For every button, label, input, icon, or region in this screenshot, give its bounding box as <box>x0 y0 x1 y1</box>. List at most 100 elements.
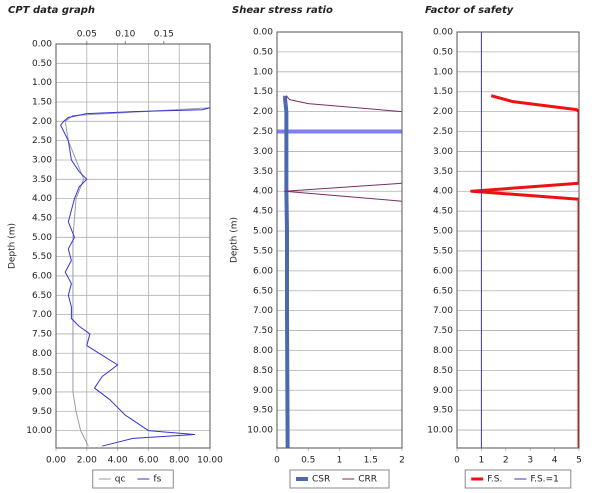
y-tick-label: 7.00 <box>433 306 453 316</box>
y-tick-label: 2.50 <box>253 127 273 137</box>
y-tick-label: 3.50 <box>32 175 52 185</box>
y-tick-label: 6.00 <box>433 266 453 276</box>
x2-tick-label: 0.10 <box>115 30 135 40</box>
series-line <box>283 95 290 448</box>
y-tick-label: 4.00 <box>253 187 273 197</box>
x-tick-label: 2.00 <box>77 456 97 466</box>
y-tick-label: 8.00 <box>433 346 453 356</box>
y-tick-label: 0.00 <box>253 28 273 38</box>
y-tick-label: 8.00 <box>32 349 52 359</box>
y-tick-label: 9.50 <box>32 407 52 417</box>
y-tick-label: 8.50 <box>253 366 273 376</box>
y-tick-label: 3.50 <box>433 167 453 177</box>
y-tick-label: 2.00 <box>32 117 52 127</box>
y-tick-label: 9.50 <box>253 406 273 416</box>
x-tick-label: 8.00 <box>169 456 189 466</box>
y-tick-label: 3.00 <box>32 155 52 165</box>
y-tick-label: 9.00 <box>433 386 453 396</box>
legend-label: F.S.=1 <box>530 475 558 485</box>
legend: qc fs <box>92 469 174 489</box>
legend-label: fs <box>153 475 161 485</box>
y-tick-label: 4.50 <box>32 213 52 223</box>
legend-box <box>92 469 174 489</box>
y-tick-label: 0.50 <box>32 59 52 69</box>
y-tick-label: 1.50 <box>32 97 52 107</box>
x-tick-label: 1 <box>479 456 485 466</box>
y-tick-label: 1.00 <box>253 67 273 77</box>
y-tick-label: 10.00 <box>427 426 453 436</box>
y-tick-label: 2.00 <box>253 107 273 117</box>
y-tick-label: 1.00 <box>32 78 52 88</box>
y-tick-label: 0.00 <box>32 40 52 50</box>
x-tick-label: 5 <box>576 456 582 466</box>
y-tick-label: 9.00 <box>32 387 52 397</box>
legend-label: CSR <box>312 475 330 485</box>
y-tick-label: 6.00 <box>253 266 273 276</box>
x2-tick-label: 0.05 <box>77 30 97 40</box>
plot-border <box>55 43 211 449</box>
x-tick-label: 2 <box>399 456 405 466</box>
legend-label: qc <box>115 475 126 485</box>
y-tick-label: 6.00 <box>32 271 52 281</box>
x-tick-label: 4.00 <box>108 456 128 466</box>
x2-tick-label: 0.15 <box>154 30 174 40</box>
y-tick-label: 1.00 <box>433 67 453 77</box>
y-tick-label: 9.00 <box>253 386 273 396</box>
y-tick-label: 8.50 <box>433 366 453 376</box>
y-tick-label: 5.00 <box>32 233 52 243</box>
x-tick-label: 4 <box>552 456 558 466</box>
y-tick-label: 10.00 <box>247 426 273 436</box>
chart-title: Shear stress ratio <box>232 5 333 16</box>
plot-area <box>277 32 402 448</box>
y-tick-label: 6.50 <box>433 286 453 296</box>
x-tick-label: 1 <box>337 456 343 466</box>
y-tick-label: 4.50 <box>433 207 453 217</box>
series-line <box>60 107 210 447</box>
x-tick-label: 3 <box>527 456 533 466</box>
y-tick-label: 2.50 <box>32 136 52 146</box>
y-tick-label: 4.00 <box>433 187 453 197</box>
y-tick-label: 4.50 <box>253 207 273 217</box>
y-axis-label: Depth (m) <box>230 217 240 263</box>
legend-box <box>289 469 390 489</box>
y-tick-label: 7.50 <box>32 329 52 339</box>
legend-label: CRR <box>358 475 377 485</box>
x-tick-label: 0 <box>454 456 460 466</box>
y-tick-label: 6.50 <box>32 291 52 301</box>
legend-label: F.S. <box>487 475 502 485</box>
y-tick-label: 0.50 <box>433 47 453 57</box>
x-tick-label: 2 <box>503 456 509 466</box>
plot-area <box>457 32 579 448</box>
y-tick-label: 6.50 <box>253 286 273 296</box>
y-tick-label: 7.00 <box>32 310 52 320</box>
y-tick-label: 10.00 <box>26 426 52 436</box>
y-tick-label: 5.50 <box>433 246 453 256</box>
legend: F.S. F.S.=1 <box>464 469 572 489</box>
y-tick-label: 2.50 <box>433 127 453 137</box>
y-tick-label: 7.50 <box>433 326 453 336</box>
x-tick-label: 1.5 <box>364 456 378 466</box>
y-tick-label: 7.00 <box>253 306 273 316</box>
plot-border <box>276 31 403 449</box>
legend: CSR CRR <box>289 469 390 489</box>
x-tick-label: 10.00 <box>197 456 223 466</box>
y-tick-label: 9.50 <box>433 406 453 416</box>
y-tick-label: 0.00 <box>433 28 453 38</box>
y-tick-label: 0.50 <box>253 47 273 57</box>
y-tick-label: 5.00 <box>253 227 273 237</box>
y-tick-label: 5.00 <box>433 227 453 237</box>
y-axis-label: Depth (m) <box>8 223 18 269</box>
y-tick-label: 1.50 <box>253 87 273 97</box>
y-tick-label: 3.00 <box>253 147 273 157</box>
y-tick-label: 7.50 <box>253 326 273 336</box>
y-tick-label: 5.50 <box>253 246 273 256</box>
x-tick-label: 0.5 <box>301 456 315 466</box>
y-tick-label: 4.00 <box>32 194 52 204</box>
x-tick-label: 0 <box>274 456 280 466</box>
plot-border <box>456 31 580 449</box>
chart-title: Factor of safety <box>425 5 514 16</box>
y-tick-label: 3.00 <box>433 147 453 157</box>
y-tick-label: 3.50 <box>253 167 273 177</box>
y-tick-label: 8.00 <box>253 346 273 356</box>
